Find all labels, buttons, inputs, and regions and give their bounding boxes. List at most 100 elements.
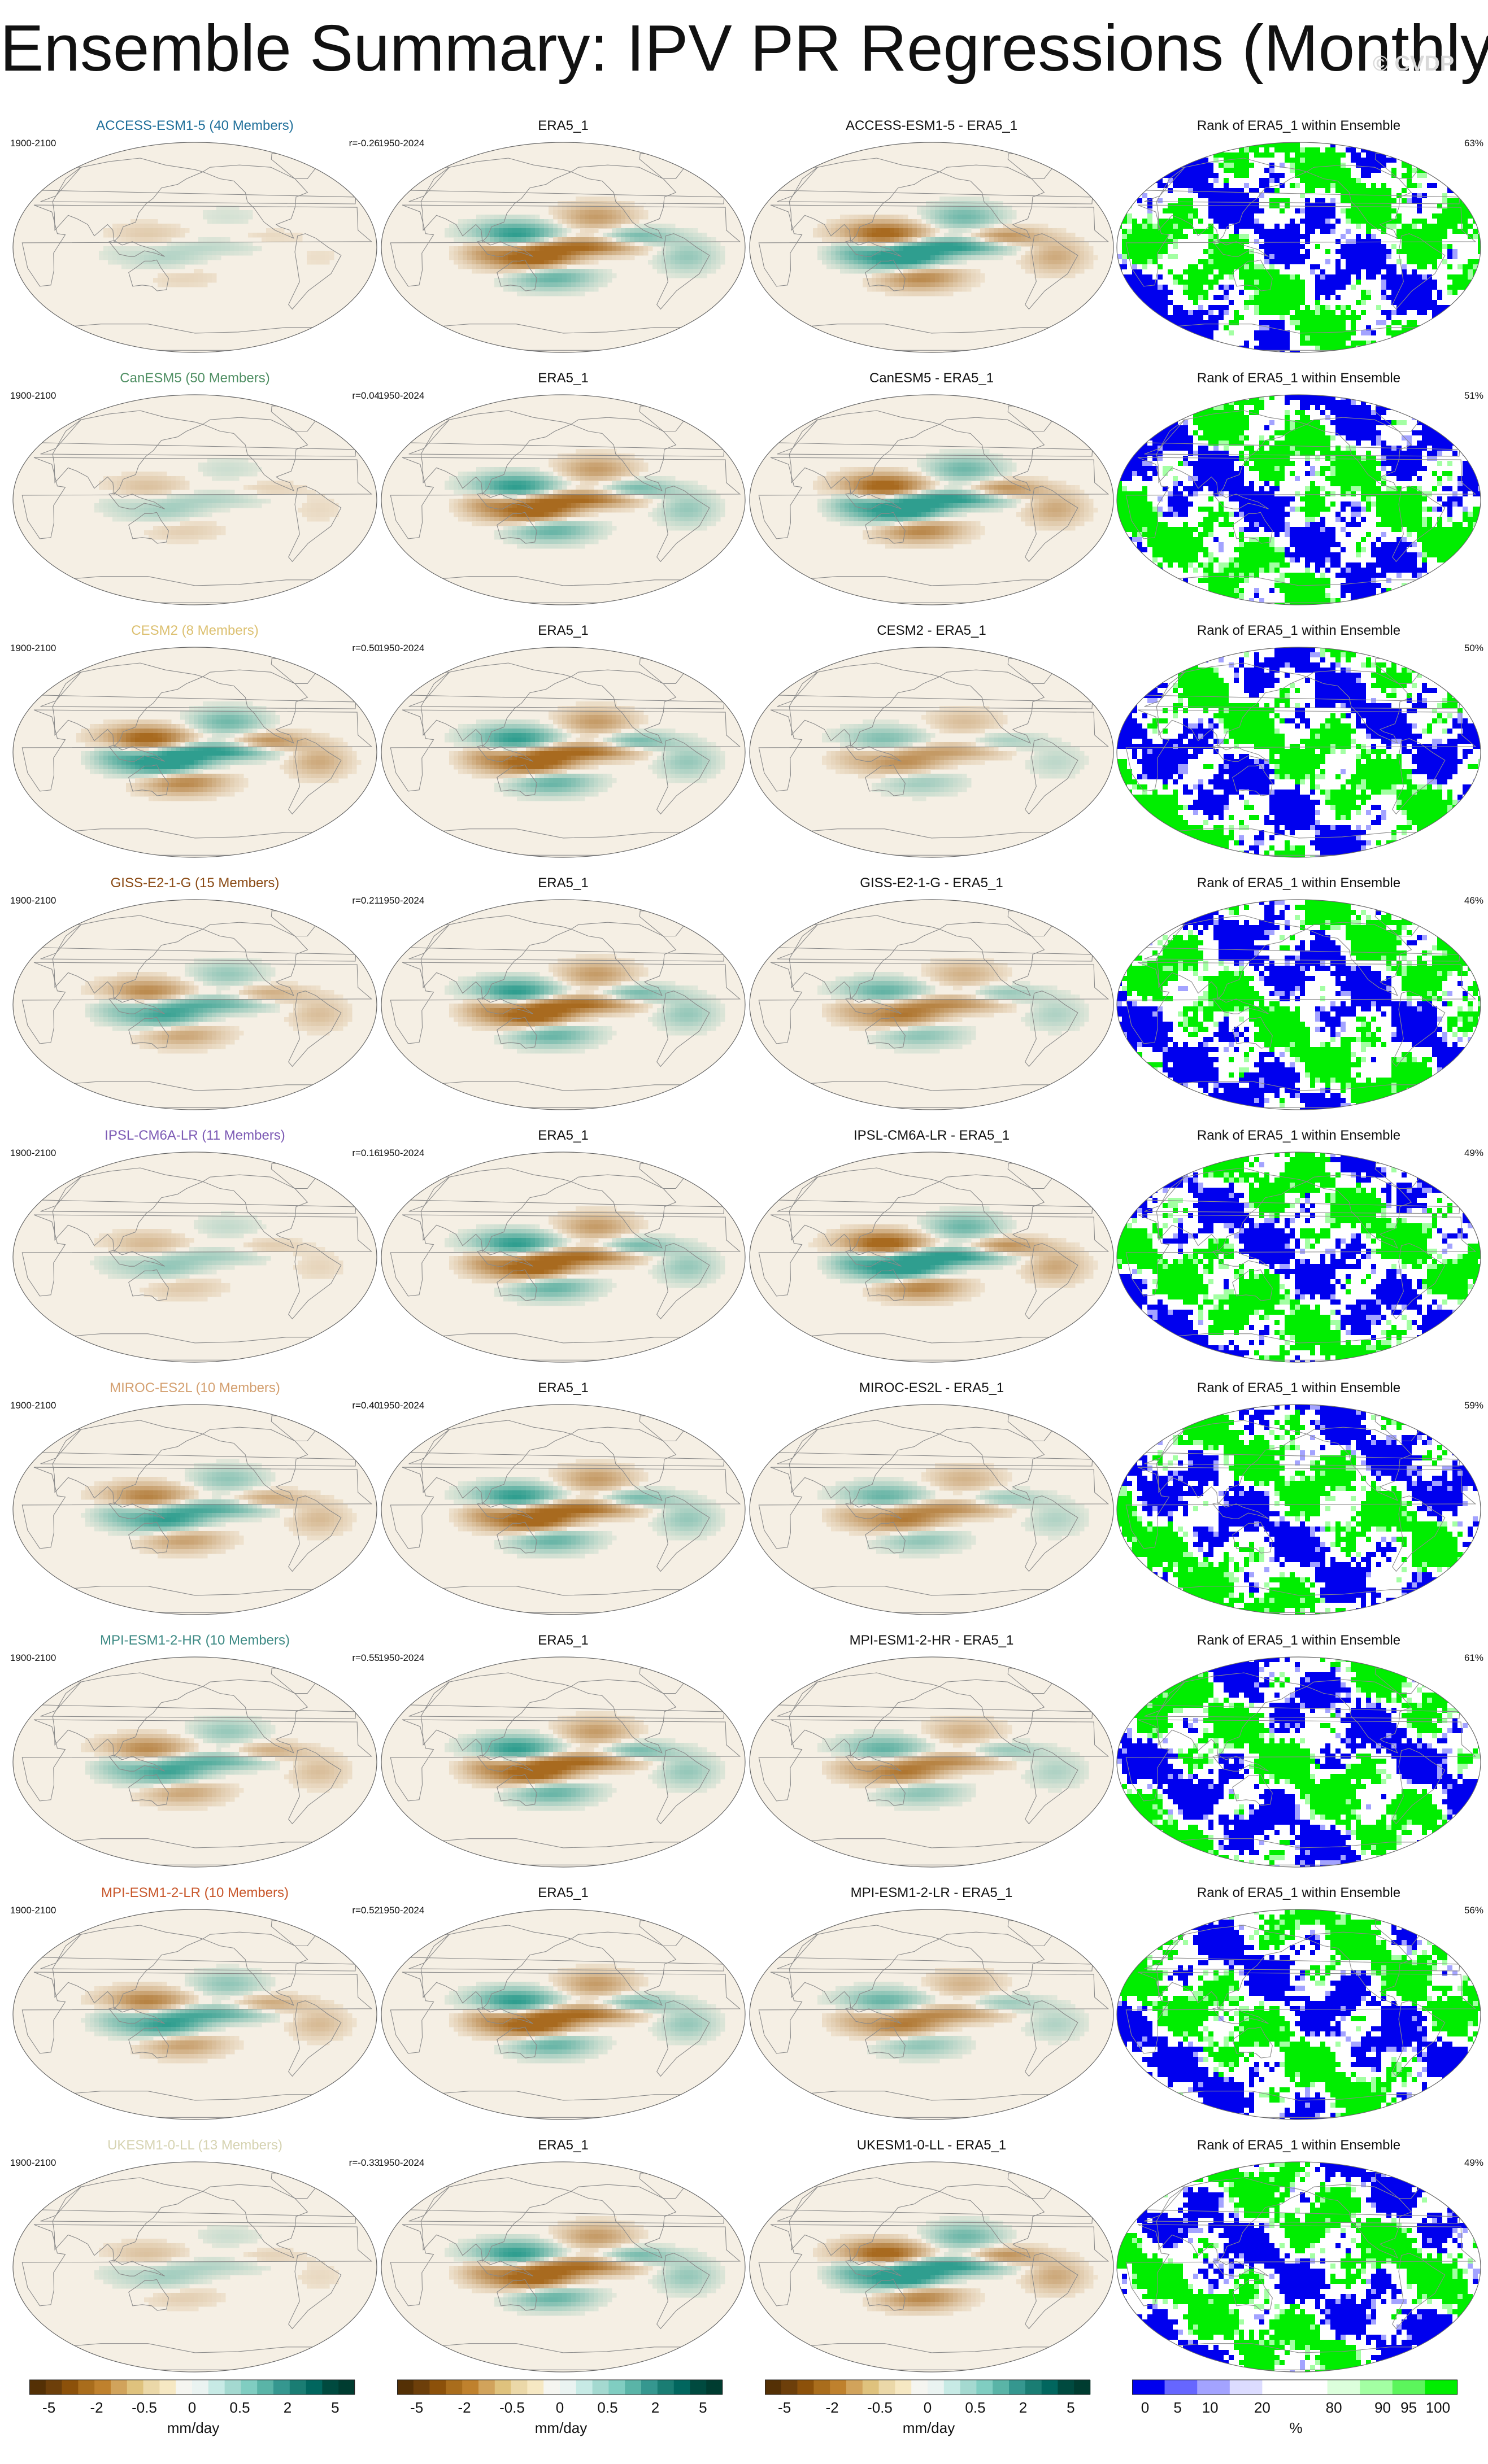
- colorbar-tick-label: 0: [188, 2399, 196, 2417]
- colorbar-swatch: [943, 2380, 960, 2395]
- coastline-antar: [425, 576, 701, 603]
- colorbar-tick-label: 80: [1326, 2399, 1342, 2417]
- coastline-indon: [108, 240, 165, 257]
- rank-title: Rank of ERA5_1 within Ensemble: [1114, 875, 1483, 892]
- coastline-indon: [108, 1755, 165, 1772]
- panel-diff: MPI-ESM1-2-LR - ERA5_1: [747, 1885, 1116, 2122]
- coastline-africa: [758, 1972, 1110, 2054]
- coastline-samer: [1392, 486, 1446, 562]
- coastline-samer: [1392, 233, 1446, 310]
- coastline-austr: [128, 1017, 169, 1049]
- coastline-namer: [1306, 922, 1412, 996]
- coastline-samer: [656, 2253, 710, 2330]
- colorbar-precip: -5 -2 -0.5 0 0.5 2 5 mm/day: [397, 2379, 725, 2452]
- coastline-samer: [288, 2253, 342, 2330]
- coastline-asia: [420, 1672, 572, 1757]
- coastline-namer: [570, 922, 677, 996]
- model-map: [12, 1656, 377, 1868]
- pattern-correlation: r=-0.26: [349, 138, 380, 149]
- coastline-africa: [390, 204, 741, 287]
- model-title: GISS-E2-1-G (15 Members): [10, 875, 380, 892]
- coastline-samer: [1025, 1495, 1078, 1572]
- coastline-indon: [108, 2260, 165, 2277]
- colorbar-swatch: [159, 2380, 176, 2395]
- coastline-africa: [390, 2224, 741, 2306]
- coastline-samer: [1025, 2000, 1078, 2077]
- obs-title: ERA5_1: [378, 1380, 748, 1397]
- panel-model: ACCESS-ESM1-5 (40 Members) 1900-2100 r=-0.…: [10, 117, 380, 355]
- colorbar-tick-label: 90: [1374, 2399, 1391, 2417]
- coastline-austr: [128, 259, 169, 291]
- obs-title: ERA5_1: [378, 1127, 748, 1144]
- rank-title: Rank of ERA5_1 within Ensemble: [1114, 1632, 1483, 1649]
- coastline-africa: [1125, 1467, 1477, 1549]
- colorbar-swatch: [928, 2380, 945, 2395]
- diff-title: UKESM1-0-LL - ERA5_1: [747, 2137, 1116, 2154]
- obs-years: 1950-2024: [378, 1652, 424, 1664]
- colorbar-precip: -5 -2 -0.5 0 0.5 2 5 mm/day: [765, 2379, 1093, 2452]
- coastline-namer: [938, 1174, 1045, 1249]
- coastline-samer: [1392, 1495, 1446, 1572]
- coastline-indon: [845, 997, 902, 1014]
- coastline-namer: [202, 1174, 308, 1249]
- coastline-antar: [794, 1333, 1069, 1360]
- colorbar-tick-label: -0.5: [867, 2399, 893, 2417]
- rank-percent: 63%: [1464, 138, 1483, 149]
- diff-map: [749, 899, 1114, 1110]
- colorbar-unit: mm/day: [397, 2419, 725, 2437]
- panel-obs: ERA5_1 1950-2024: [378, 875, 748, 1112]
- model-years: 1900-2100: [10, 1905, 56, 1916]
- colorbar-swatch: [765, 2380, 782, 2395]
- coastline-austr: [1232, 1774, 1273, 1806]
- coastline-namer: [938, 1931, 1045, 2006]
- model-map: [12, 647, 377, 858]
- obs-years: 1950-2024: [378, 643, 424, 654]
- coastline-asia: [52, 158, 204, 243]
- panel-model: IPSL-CM6A-LR (11 Members) 1900-2100 r=0.16: [10, 1127, 380, 1364]
- coastline-samer: [1392, 738, 1446, 815]
- panel-rank: Rank of ERA5_1 within Ensemble 56%: [1114, 1885, 1483, 2122]
- coastline-indon: [1212, 997, 1269, 1014]
- coastline-namer: [202, 1679, 308, 1754]
- rank-title: Rank of ERA5_1 within Ensemble: [1114, 2137, 1483, 2154]
- colorbar-swatch: [1425, 2380, 1458, 2395]
- diff-map: [749, 2161, 1114, 2373]
- coastline-antar: [425, 828, 701, 856]
- colorbar-swatch: [273, 2380, 290, 2395]
- coastline-africa: [21, 1719, 373, 1802]
- colorbar-swatch: [592, 2380, 609, 2395]
- coastline-africa: [758, 1467, 1110, 1549]
- colorbar-swatch: [690, 2380, 707, 2395]
- coastline-namer: [938, 669, 1045, 744]
- panel-obs: ERA5_1 1950-2024: [378, 370, 748, 607]
- coastline-indon: [1212, 745, 1269, 762]
- colorbar-swatch: [127, 2380, 143, 2395]
- coastline-asia: [420, 2177, 572, 2262]
- colorbar-swatch: [1025, 2380, 1042, 2395]
- coastline-indon: [1212, 1250, 1269, 1267]
- colorbar-tick-label: -0.5: [499, 2399, 525, 2417]
- coastline-samer: [1025, 991, 1078, 1067]
- colorbar-swatches: [397, 2379, 723, 2395]
- colorbar-swatch: [657, 2380, 674, 2395]
- panel-rank: Rank of ERA5_1 within Ensemble 49%: [1114, 1127, 1483, 1364]
- colorbar-unit: mm/day: [29, 2419, 357, 2437]
- model-map: [12, 1404, 377, 1615]
- coastline-namer: [1306, 1679, 1412, 1754]
- panel-model: MPI-ESM1-2-HR (10 Members) 1900-2100 r=0.5…: [10, 1632, 380, 1869]
- coastline-asia: [420, 662, 572, 748]
- obs-title: ERA5_1: [378, 370, 748, 387]
- coastline-africa: [21, 2224, 373, 2306]
- coastline-africa: [758, 204, 1110, 287]
- coastline-austr: [128, 2279, 169, 2311]
- coastline-austr: [1232, 259, 1273, 291]
- coastline-asia: [52, 915, 204, 1000]
- diff-title: GISS-E2-1-G - ERA5_1: [747, 875, 1116, 892]
- coastline-asia: [1156, 2177, 1308, 2262]
- coastline-antar: [794, 2343, 1069, 2370]
- coastline-austr: [865, 2026, 906, 2059]
- coastline-namer: [202, 417, 308, 491]
- model-years: 1900-2100: [10, 895, 56, 906]
- colorbar-tick-label: 0: [924, 2399, 932, 2417]
- coastline-africa: [758, 2224, 1110, 2306]
